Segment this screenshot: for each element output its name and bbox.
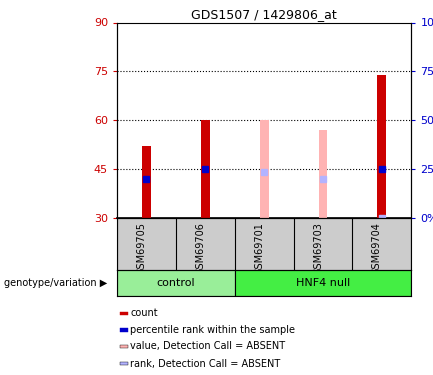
Text: HNF4 null: HNF4 null — [296, 278, 350, 288]
Text: count: count — [130, 309, 158, 318]
Bar — [142, 146, 151, 218]
Text: GSM69705: GSM69705 — [136, 222, 146, 275]
Bar — [260, 120, 268, 218]
Bar — [378, 75, 386, 217]
Bar — [319, 130, 327, 218]
Bar — [235, 270, 411, 296]
Bar — [120, 345, 128, 348]
Text: GSM69703: GSM69703 — [313, 222, 323, 274]
Text: GSM69704: GSM69704 — [372, 222, 382, 274]
Text: value, Detection Call = ABSENT: value, Detection Call = ABSENT — [130, 342, 286, 351]
Text: rank, Detection Call = ABSENT: rank, Detection Call = ABSENT — [130, 359, 281, 369]
Text: GSM69706: GSM69706 — [195, 222, 205, 274]
Text: control: control — [156, 278, 195, 288]
Bar — [201, 120, 210, 218]
Text: GSM69701: GSM69701 — [254, 222, 264, 274]
Title: GDS1507 / 1429806_at: GDS1507 / 1429806_at — [191, 8, 337, 21]
Bar — [117, 270, 235, 296]
Bar — [120, 312, 128, 315]
Text: genotype/variation ▶: genotype/variation ▶ — [4, 278, 107, 288]
Text: percentile rank within the sample: percentile rank within the sample — [130, 325, 295, 335]
Bar — [120, 328, 128, 332]
Bar — [120, 362, 128, 365]
